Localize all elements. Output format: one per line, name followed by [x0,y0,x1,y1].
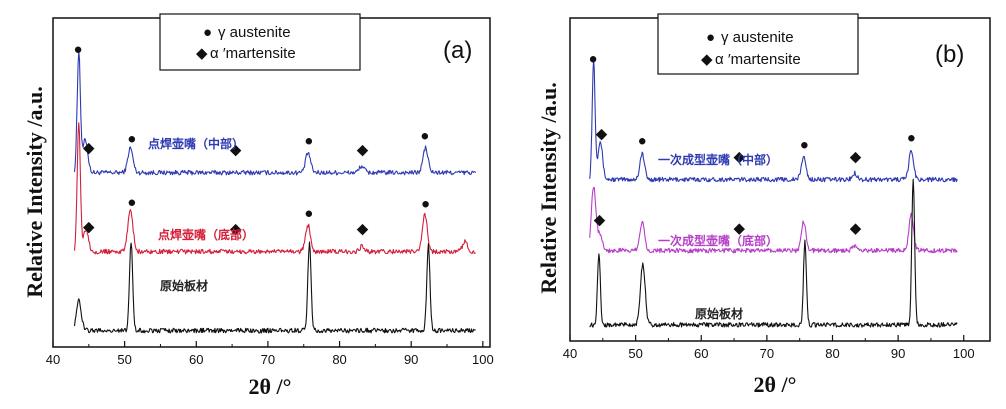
panel-b-label: (b) [935,41,964,68]
panel-b-phase-marker: ● [588,50,597,67]
panel-a-phase-marker: ◆ [230,220,242,237]
panel-b-x-ticks: 40 50 60 70 80 90 100 [563,335,975,361]
panel-b-legend-austenite-marker: ● [706,29,715,46]
panel-a-series-line-1 [73,122,476,255]
panel-b-x-tick-label: 70 [760,346,774,361]
panel-b-phase-marker: ● [800,137,809,154]
panel-a-phase-marker: ● [74,41,83,58]
panel-a-x-tick-label: 80 [332,352,346,367]
panel-a-x-tick-label: 50 [117,352,131,367]
panel-b-legend-martensite-marker: ◆ [701,51,713,68]
panel-a-legend-martensite-label: α ′martensite [210,45,296,62]
panel-b-x-tick-label: 40 [563,346,577,361]
panel-a-chart: ●◆●◆●◆●点焊壶嘴（中部）◆●◆●◆●点焊壶嘴（底部）原始板材 40 50 60… [22,13,494,399]
panel-a-x-tick-label: 60 [189,352,203,367]
panel-b-legend-box [657,13,859,75]
panel-b-phase-marker: ◆ [734,220,746,237]
panel-a-x-axis-title: 2θ /° [249,374,292,399]
panel-a-x-tick-label: 100 [472,352,494,367]
panel-b-y-axis-title: Relative Intensity /a.u. [536,82,561,293]
panel-b-series-line-1 [589,186,958,254]
panel-b-x-tick-label: 100 [953,346,975,361]
panel-b-legend-martensite-label: α ′martensite [715,51,801,68]
panel-b-x-tick-label: 50 [628,346,642,361]
panel-a-phase-marker: ◆ [230,142,242,159]
panel-b-chart: ●◆ ●◆●◆●一次成型壶嘴（中部）◆ ◆ ◆一次成型壶嘴（底部）原始板材 40 50 6… [536,13,991,397]
panel-a-phase-marker: ● [304,132,313,149]
panel-a-phase-marker: ● [127,130,136,147]
panel-a-phase-marker: ● [421,196,430,213]
panel-b-phase-marker: ◆ [850,220,862,237]
panel-b-series-label-0: 一次成型壶嘴（中部） [658,152,778,167]
panel-a-phase-marker: ◆ [357,220,369,237]
panel-a-plot-area: ●◆●◆●◆●点焊壶嘴（中部）◆●◆●◆●点焊壶嘴（底部）原始板材 [73,41,477,334]
panel-b-legend: ● γ austenite ◆ α ′martensite [657,13,859,75]
panel-a-phase-marker: ● [127,194,136,211]
panel-a-y-axis-title: Relative Intensity /a.u. [22,86,47,297]
panel-b-series-label-1: 一次成型壶嘴（底部） [658,233,778,248]
panel-a-series-label-1: 点焊壶嘴（底部） [158,227,254,242]
panel-a-series-label-2: 原始板材 [160,278,208,293]
panel-b-x-tick-label: 90 [891,346,905,361]
panel-a-legend: ● γ austenite ◆ α ′martensite [159,13,361,71]
panel-a-phase-marker: ● [420,128,429,145]
panel-a-phase-marker: ● [304,205,313,222]
panel-b-phase-marker: ◆ [850,149,862,166]
panel-a-series-line-2 [73,241,476,334]
panel-a-legend-martensite-marker: ◆ [196,45,208,62]
panel-a-phase-marker: ◆ [83,218,95,235]
panel-a-phase-marker: ◆ [357,142,369,159]
panel-a-series-label-0: 点焊壶嘴（中部） [148,136,244,151]
panel-b-phase-marker: ◆ [594,212,606,229]
panel-b-phase-marker: ◆ [596,126,608,143]
panel-a-legend-box [159,13,361,71]
panel-a-series-line-0 [73,51,477,176]
panel-b-phase-marker: ● [907,129,916,146]
panel-b-x-axis-title: 2θ /° [754,372,797,397]
panel-b-phase-marker: ◆ [734,149,746,166]
panel-b-series-line-2 [589,178,958,328]
panel-a-legend-austenite-marker: ● [203,24,212,41]
panel-a-x-tick-label: 40 [46,352,60,367]
panel-a-x-tick-label: 70 [261,352,275,367]
panel-a-phase-marker: ◆ [83,140,95,157]
panel-b-series-label-2: 原始板材 [695,306,743,321]
panel-b-legend-austenite-label: γ austenite [721,29,794,46]
panel-a-x-ticks: 40 50 60 70 80 90 100 [46,341,494,367]
panel-b-series-line-0 [589,58,958,183]
panel-a-label: (a) [443,37,472,64]
panel-a-legend-austenite-label: γ austenite [218,24,291,41]
panel-b-x-tick-label: 80 [825,346,839,361]
panel-b-x-tick-label: 60 [694,346,708,361]
panel-b-phase-marker: ● [638,133,647,150]
panel-a-x-tick-label: 90 [404,352,418,367]
panel-b-plot-area: ●◆ ●◆●◆●一次成型壶嘴（中部）◆ ◆ ◆一次成型壶嘴（底部）原始板材 [588,50,958,328]
